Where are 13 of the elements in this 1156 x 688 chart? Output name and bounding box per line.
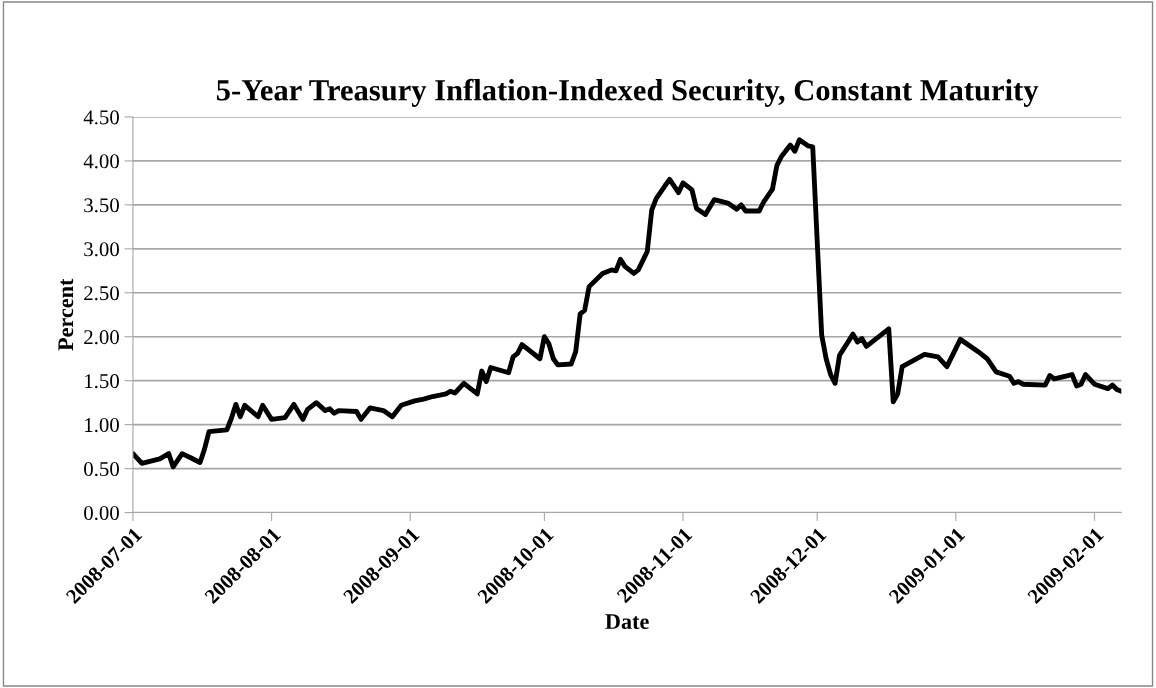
y-tick-label: 0.00 [84,505,119,521]
y-tick-label: 0.50 [84,461,119,477]
y-tick-label: 3.50 [84,198,119,213]
chart-title: 5-Year Treasury Inflation-Indexed Security, Constant Maturity [216,78,1039,107]
y-axis-title: Percent [58,278,74,351]
x-axis-title: Date [605,614,649,630]
y-tick-label: 4.00 [83,154,119,169]
y-tick-label: 1.00 [85,418,119,433]
y-tick-label: 1.50 [85,374,119,389]
y-tick-label: 2.50 [84,286,119,301]
y-tick-label: 2.00 [84,330,119,345]
y-tick-label: 3.00 [84,242,119,257]
y-tick-label: 4.50 [83,110,119,125]
